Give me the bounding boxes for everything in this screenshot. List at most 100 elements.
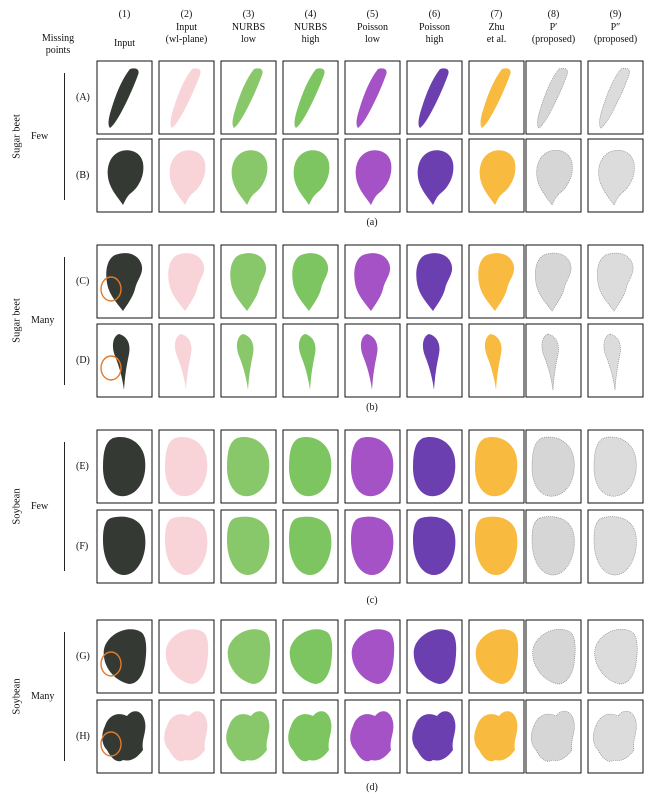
result-panel <box>587 619 644 694</box>
leaf-reconstruction <box>102 711 146 762</box>
result-panel <box>282 619 339 694</box>
panel-frame <box>587 244 644 319</box>
column-number: (7) <box>490 9 503 20</box>
leaf-reconstruction <box>351 629 395 684</box>
leaf-reconstruction <box>350 711 394 762</box>
result-panel <box>96 60 153 135</box>
column-subtitle: low <box>241 34 256 45</box>
column-title: P″ <box>610 22 621 33</box>
result-panel <box>468 138 525 213</box>
leaf-reconstruction <box>536 150 573 206</box>
result-panel <box>282 138 339 213</box>
result-panel <box>525 60 582 135</box>
panel-frame <box>158 244 215 319</box>
result-panel <box>344 323 401 398</box>
leaf-reconstruction <box>413 629 457 684</box>
column-title: Input <box>113 38 136 49</box>
leaf-reconstruction <box>413 516 456 575</box>
column-subtitle: low <box>365 34 380 45</box>
row-label: (D) <box>76 354 90 366</box>
result-panel <box>406 429 463 504</box>
result-panel <box>158 244 215 319</box>
result-panel <box>282 323 339 398</box>
leaf-reconstruction <box>230 253 267 311</box>
result-panel <box>96 509 153 584</box>
leaf-reconstruction <box>174 334 192 390</box>
result-panel <box>282 509 339 584</box>
column-number: (3) <box>242 9 255 20</box>
result-panel <box>468 699 525 774</box>
result-panel <box>220 138 277 213</box>
leaf-reconstruction <box>479 150 516 205</box>
column-title: NURBS <box>293 22 328 33</box>
result-panel <box>158 509 215 584</box>
missing-region-circle <box>100 355 122 381</box>
panel-frame <box>525 699 582 774</box>
leaf-reconstruction <box>106 253 143 311</box>
column-title: Poisson <box>356 22 389 33</box>
result-panel <box>525 244 582 319</box>
column-number: (4) <box>304 9 317 20</box>
result-panel <box>220 619 277 694</box>
panel-frame <box>158 138 215 213</box>
leaf-reconstruction <box>103 629 147 684</box>
leaf-reconstruction <box>530 710 575 762</box>
species-label: Soybean <box>11 487 23 525</box>
leaf-reconstruction <box>289 629 333 684</box>
leaf-reconstruction <box>298 334 316 390</box>
result-panel <box>282 429 339 504</box>
leaf-reconstruction <box>355 150 392 205</box>
leaf-reconstruction <box>531 516 575 576</box>
group-bracket <box>64 632 65 761</box>
result-panel <box>220 699 277 774</box>
group-bracket <box>64 257 65 385</box>
column-number: (9) <box>609 9 622 20</box>
result-panel <box>282 699 339 774</box>
result-panel <box>406 138 463 213</box>
subfigure-caption: (c) <box>366 595 378 606</box>
leaf-reconstruction <box>475 516 518 575</box>
result-panel <box>468 323 525 398</box>
leaf-reconstruction <box>170 68 201 128</box>
missing-region-circle <box>100 731 122 757</box>
leaf-reconstruction <box>475 436 518 497</box>
result-panel <box>344 509 401 584</box>
row-label: (H) <box>76 730 90 742</box>
column-title: NURBS <box>231 22 266 33</box>
leaf-reconstruction <box>351 516 394 575</box>
result-panel <box>344 429 401 504</box>
leaf-reconstruction <box>165 629 209 684</box>
column-number: (8) <box>547 9 560 20</box>
leaf-reconstruction <box>599 68 630 129</box>
leaf-reconstruction <box>541 333 559 391</box>
result-panel <box>158 60 215 135</box>
result-panel <box>406 244 463 319</box>
leaf-reconstruction <box>354 253 391 311</box>
species-label: Soybean <box>11 677 23 715</box>
result-panel <box>158 138 215 213</box>
row-label: (F) <box>76 540 89 552</box>
group-bracket <box>64 73 65 200</box>
result-panel <box>220 429 277 504</box>
group-bracket <box>64 442 65 571</box>
leaf-reconstruction <box>227 516 270 575</box>
row-label: (G) <box>76 650 90 662</box>
panel-frame <box>587 429 644 504</box>
panel-frame <box>525 138 582 213</box>
leaf-reconstruction <box>227 629 271 684</box>
leaf-reconstruction <box>168 253 205 311</box>
leaf-reconstruction <box>108 68 139 128</box>
leaf-reconstruction <box>537 68 568 129</box>
panel-frame <box>587 138 644 213</box>
leaf-reconstruction <box>231 150 268 205</box>
leaf-reconstruction <box>107 150 144 205</box>
result-panel <box>220 509 277 584</box>
result-panel <box>344 60 401 135</box>
leaf-reconstruction <box>293 150 330 205</box>
species-label: Sugar beet <box>11 113 23 159</box>
leaf-reconstruction <box>593 516 637 576</box>
result-panel <box>344 138 401 213</box>
column-subtitle: high <box>425 34 444 45</box>
result-panel <box>158 429 215 504</box>
missing-label-line2: points <box>45 45 71 56</box>
